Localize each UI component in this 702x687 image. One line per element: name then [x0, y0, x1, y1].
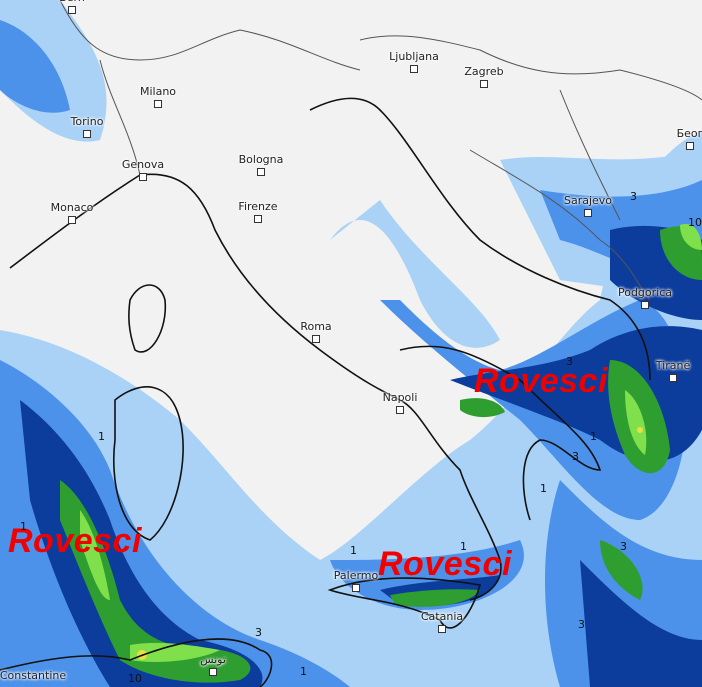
city-label: Roma [300, 320, 332, 333]
city-label: Ljubljana [389, 50, 439, 63]
precip-light-green [80, 224, 702, 662]
city-marker-icon [83, 130, 91, 138]
contour-label: 10 [688, 216, 702, 229]
city-label: Sarajevo [563, 194, 613, 207]
city-marker-icon [154, 100, 162, 108]
city-marker-icon [139, 173, 147, 181]
contour-label: 1 [350, 544, 357, 557]
city-marker-icon [68, 6, 76, 14]
city-label: Napoli [382, 391, 418, 404]
city-marker-icon [312, 335, 320, 343]
contour-label: 3 [255, 626, 262, 639]
borders [59, 0, 702, 301]
city-label: Torino [70, 115, 104, 128]
city-label: Genova [121, 158, 165, 171]
city-label: Tiranë [655, 359, 691, 372]
rovesci-annotation: Rovesci [378, 545, 512, 583]
city-marker-icon [480, 80, 488, 88]
city-label: Firenze [238, 200, 278, 213]
contour-label: 3 [620, 540, 627, 553]
city-marker-icon [352, 584, 360, 592]
city-marker-icon [396, 406, 404, 414]
city-label: Monaco [50, 201, 94, 214]
rovesci-annotation: Rovesci [8, 522, 142, 560]
city-label: Zagreb [464, 65, 504, 78]
contour-label: 1 [98, 430, 105, 443]
city-label: Milano [139, 85, 177, 98]
city-marker-icon [254, 215, 262, 223]
contour-label: 3 [566, 355, 573, 368]
city-label: تونس [200, 653, 226, 666]
city-marker-icon [68, 216, 76, 224]
city-label: Bologna [238, 153, 284, 166]
contour-label: 3 [578, 618, 585, 631]
city-label: Palermo [333, 569, 379, 582]
city-marker-icon [686, 142, 694, 150]
contour-label: 3 [630, 190, 637, 203]
contour-label: 1 [300, 665, 307, 678]
city-marker-icon [257, 168, 265, 176]
city-label: Catania [420, 610, 464, 623]
city-label: Constantine [0, 669, 67, 682]
contour-label: 10 [128, 672, 142, 685]
contour-label: 1 [460, 540, 467, 553]
city-marker-icon [410, 65, 418, 73]
contour-label: 1 [590, 430, 597, 443]
city-marker-icon [584, 209, 592, 217]
city-label: Bern [59, 0, 85, 4]
city-label: Podgorica [617, 286, 673, 299]
city-marker-icon [438, 625, 446, 633]
city-label: Беог [676, 127, 702, 140]
city-marker-icon [209, 668, 217, 676]
contour-label: 1 [20, 520, 27, 533]
city-marker-icon [669, 374, 677, 382]
contour-label: 3 [572, 450, 579, 463]
rovesci-annotation: Rovesci [474, 362, 608, 400]
contour-label: 1 [540, 482, 547, 495]
city-marker-icon [641, 301, 649, 309]
